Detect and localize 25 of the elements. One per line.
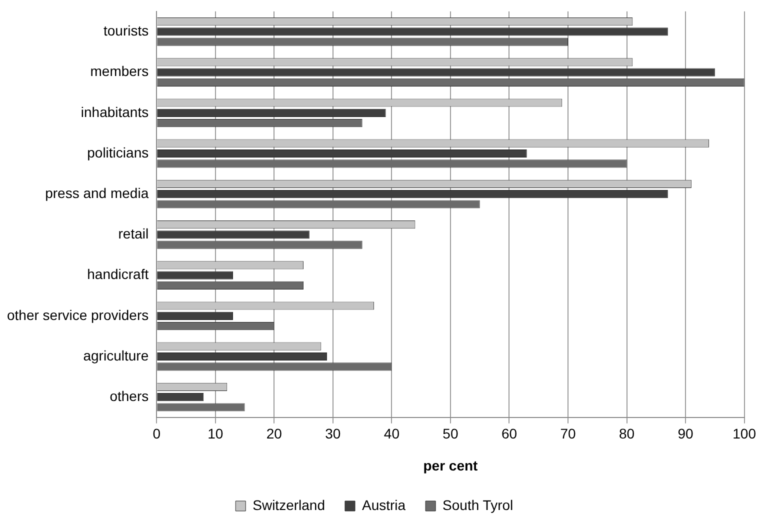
y-tick-label: other service providers: [6, 306, 149, 323]
legend-label: South Tyrol: [442, 496, 514, 513]
y-tick-label: tourists: [103, 22, 149, 39]
y-tick-label: handicraft: [87, 266, 149, 282]
x-tick-label: 0: [152, 426, 161, 442]
x-tick-label: 30: [325, 426, 341, 442]
y-tick-label: agriculture: [83, 347, 149, 364]
y-tick-label: retail: [118, 226, 149, 242]
x-tick-label: 10: [208, 426, 224, 442]
x-tick-label: 100: [732, 426, 756, 442]
legend-label: Switzerland: [252, 496, 325, 513]
y-tick-label: inhabitants: [80, 104, 149, 120]
x-tick-label: 70: [560, 426, 576, 442]
y-tick-label: members: [90, 63, 149, 80]
y-tick-label: politicians: [87, 144, 149, 160]
x-tick-label: 80: [618, 426, 635, 442]
x-tick-label: 60: [501, 426, 518, 442]
x-tick-label: 20: [266, 426, 282, 442]
x-tick-label: 40: [384, 426, 400, 442]
y-tick-label: others: [110, 388, 149, 404]
legend-label: Austria: [362, 496, 406, 513]
x-tick-label: 50: [442, 426, 458, 442]
x-axis-title: per cent: [423, 457, 478, 474]
x-tick-label: 90: [678, 426, 694, 442]
y-tick-label: press and media: [45, 184, 149, 201]
